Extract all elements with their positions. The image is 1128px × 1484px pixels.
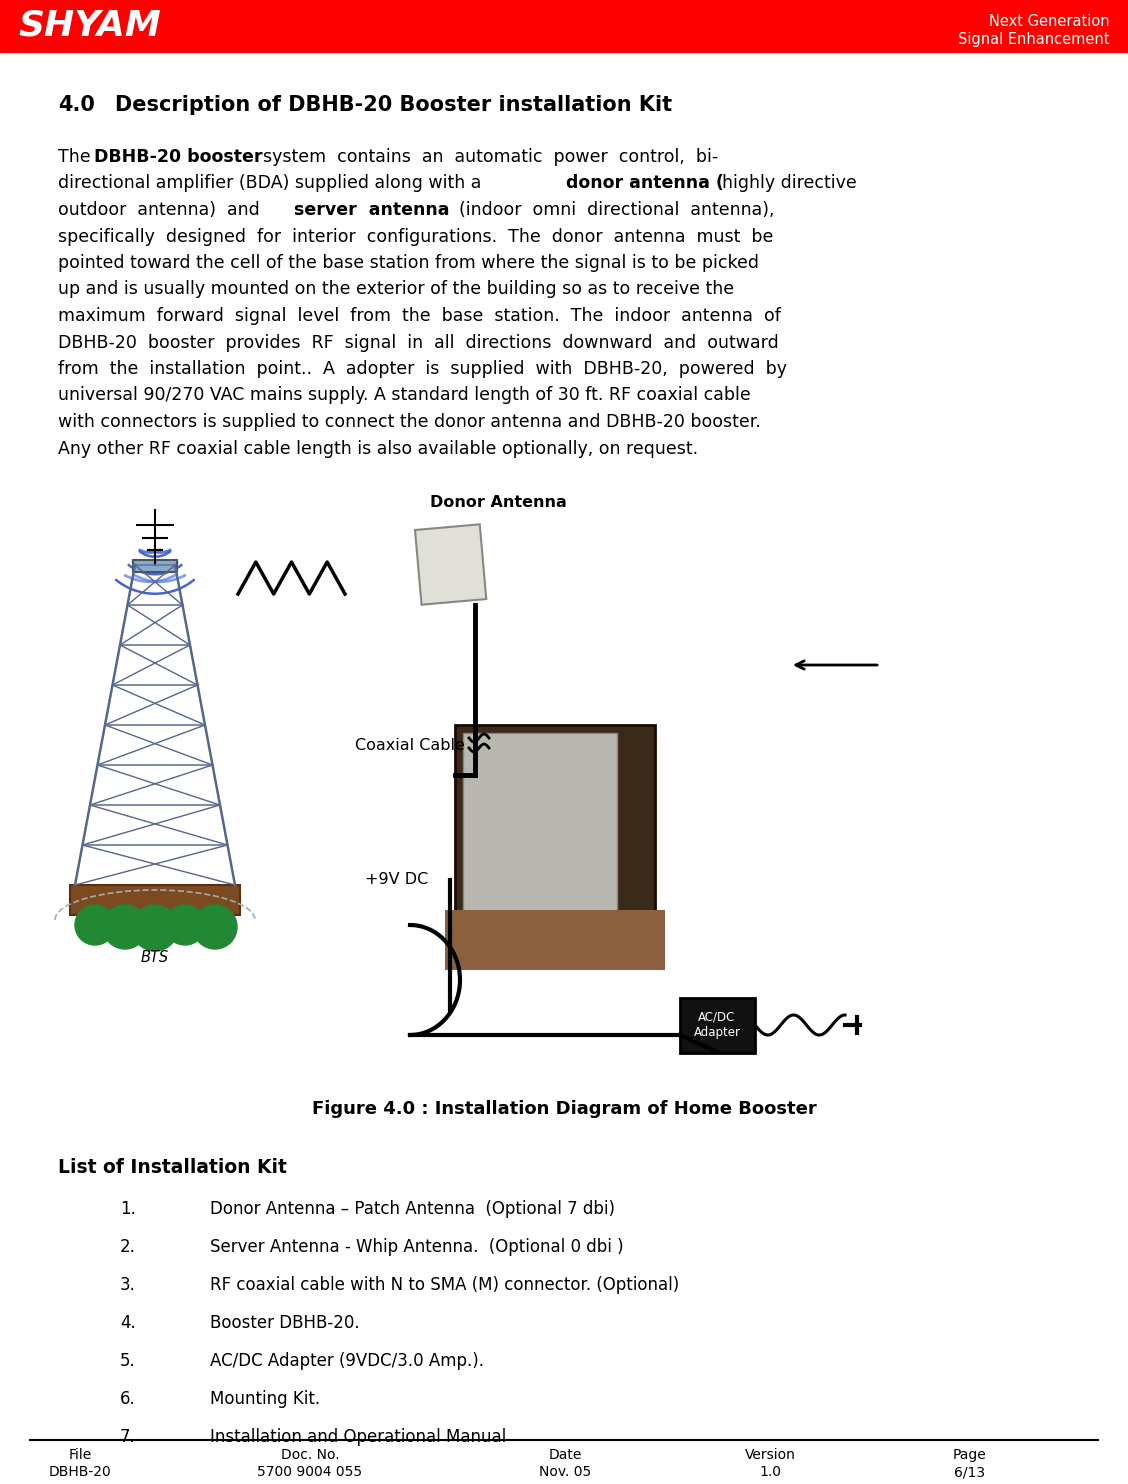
Text: Doc. No.: Doc. No. [281, 1448, 340, 1462]
Text: Coaxial Cable: Coaxial Cable [355, 738, 465, 752]
Bar [133, 559, 177, 571]
Text: Nov. 05: Nov. 05 [539, 1465, 591, 1480]
Text: 3.: 3. [120, 1276, 135, 1294]
Text: Next Generation: Next Generation [989, 13, 1110, 30]
Bar [0, 0, 1128, 52]
Text: File: File [69, 1448, 91, 1462]
Text: with connectors is supplied to connect the donor antenna and DBHB-20 booster.: with connectors is supplied to connect t… [58, 413, 761, 430]
Text: up and is usually mounted on the exterior of the building so as to receive the: up and is usually mounted on the exterio… [58, 280, 734, 298]
Text: maximum  forward  signal  level  from  the  base  station.  The  indoor  antenna: maximum forward signal level from the ba… [58, 307, 781, 325]
Text: 5.: 5. [120, 1352, 135, 1370]
Text: List of Installation Kit: List of Installation Kit [58, 1158, 287, 1177]
Text: 2.: 2. [120, 1238, 135, 1255]
Bar [446, 910, 666, 971]
Text: +9V DC: +9V DC [365, 873, 429, 887]
Text: 6/13: 6/13 [954, 1465, 986, 1480]
Text: 1.: 1. [120, 1201, 135, 1218]
Text: Donor Antenna: Donor Antenna [430, 496, 566, 510]
Text: server  antenna: server antenna [294, 200, 449, 220]
Text: AC/DC
Adapter: AC/DC Adapter [694, 1011, 740, 1039]
Text: Mounting Kit.: Mounting Kit. [210, 1391, 320, 1408]
Text: DBHB-20: DBHB-20 [49, 1465, 112, 1480]
Text: donor antenna (: donor antenna ( [566, 175, 724, 193]
Text: Description of DBHB-20 Booster installation Kit: Description of DBHB-20 Booster installat… [115, 95, 672, 114]
Bar [462, 733, 617, 939]
Circle shape [162, 905, 208, 951]
Text: Page: Page [953, 1448, 987, 1462]
Text: highly directive: highly directive [722, 175, 857, 193]
Circle shape [197, 905, 233, 941]
Text: The: The [58, 148, 102, 166]
Text: 5700 9004 055: 5700 9004 055 [257, 1465, 362, 1480]
Circle shape [100, 905, 150, 956]
Text: universal 90/270 VAC mains supply. A standard length of 30 ft. RF coaxial cable: universal 90/270 VAC mains supply. A sta… [58, 386, 751, 405]
Text: RF coaxial cable with N to SMA (M) connector. (Optional): RF coaxial cable with N to SMA (M) conne… [210, 1276, 679, 1294]
Text: Donor Antenna – Patch Antenna  (Optional 7 dbi): Donor Antenna – Patch Antenna (Optional … [210, 1201, 615, 1218]
Circle shape [70, 905, 120, 956]
Text: Date: Date [548, 1448, 582, 1462]
Text: Version: Version [744, 1448, 795, 1462]
Text: Booster DBHB-20.: Booster DBHB-20. [210, 1313, 360, 1333]
Text: Server Antenna - Whip Antenna.  (Optional 0 dbi ): Server Antenna - Whip Antenna. (Optional… [210, 1238, 624, 1255]
Text: DBHB-20  booster  provides  RF  signal  in  all  directions  downward  and  outw: DBHB-20 booster provides RF signal in al… [58, 334, 778, 352]
Circle shape [135, 905, 175, 945]
Text: specifically  designed  for  interior  configurations.  The  donor  antenna  mus: specifically designed for interior confi… [58, 227, 774, 245]
Text: pointed toward the cell of the base station from where the signal is to be picke: pointed toward the cell of the base stat… [58, 254, 759, 272]
Bar [680, 999, 755, 1054]
Text: Signal Enhancement: Signal Enhancement [959, 33, 1110, 47]
Text: Installation and Operational Manual: Installation and Operational Manual [210, 1428, 506, 1445]
Text: 1.0: 1.0 [759, 1465, 781, 1480]
Text: (indoor  omni  directional  antenna),: (indoor omni directional antenna), [448, 200, 775, 220]
Text: 6.: 6. [120, 1391, 135, 1408]
Text: DBHB-20 booster: DBHB-20 booster [94, 148, 263, 166]
Text: outdoor  antenna)  and: outdoor antenna) and [58, 200, 271, 220]
Text: BTS: BTS [141, 950, 169, 965]
Text: Any other RF coaxial cable length is also available optionally, on request.: Any other RF coaxial cable length is als… [58, 439, 698, 457]
Text: from  the  installation  point..  A  adopter  is  supplied  with  DBHB-20,  powe: from the installation point.. A adopter … [58, 361, 787, 378]
Bar [455, 726, 655, 939]
Text: 7.: 7. [120, 1428, 135, 1445]
Text: SHYAM: SHYAM [18, 9, 161, 43]
Text: directional amplifier (BDA) supplied along with a: directional amplifier (BDA) supplied alo… [58, 175, 487, 193]
Text: AC/DC Adapter (9VDC/3.0 Amp.).: AC/DC Adapter (9VDC/3.0 Amp.). [210, 1352, 484, 1370]
Text: Figure 4.0 : Installation Diagram of Home Booster: Figure 4.0 : Installation Diagram of Hom… [311, 1100, 817, 1117]
Text: 4.0: 4.0 [58, 95, 95, 114]
Text: 4.: 4. [120, 1313, 135, 1333]
Bar [415, 524, 486, 604]
Text: system  contains  an  automatic  power  control,  bi-: system contains an automatic power contr… [252, 148, 719, 166]
Bar [70, 884, 240, 916]
